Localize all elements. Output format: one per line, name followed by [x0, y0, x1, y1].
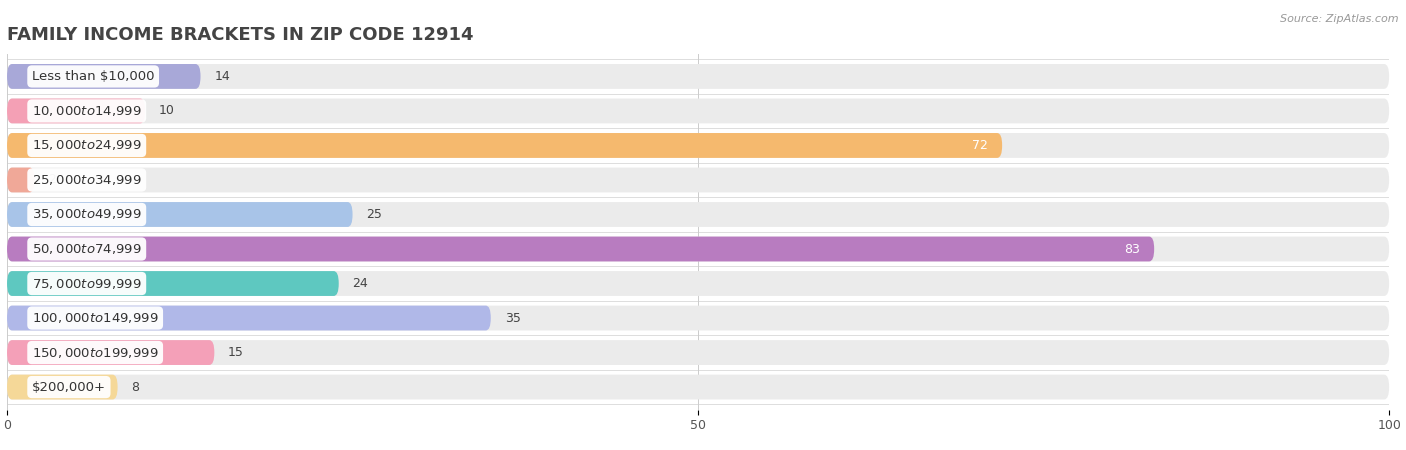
FancyBboxPatch shape: [7, 340, 1389, 365]
Text: $75,000 to $99,999: $75,000 to $99,999: [32, 276, 142, 291]
FancyBboxPatch shape: [7, 202, 353, 227]
FancyBboxPatch shape: [7, 375, 118, 400]
FancyBboxPatch shape: [7, 64, 1389, 89]
FancyBboxPatch shape: [7, 237, 1154, 261]
FancyBboxPatch shape: [7, 99, 145, 123]
FancyBboxPatch shape: [7, 271, 339, 296]
FancyBboxPatch shape: [7, 306, 1389, 330]
Text: 25: 25: [367, 208, 382, 221]
Text: $150,000 to $199,999: $150,000 to $199,999: [32, 346, 159, 360]
FancyBboxPatch shape: [7, 202, 1389, 227]
Text: 8: 8: [131, 381, 139, 394]
Text: 15: 15: [228, 346, 245, 359]
FancyBboxPatch shape: [7, 64, 201, 89]
Text: Less than $10,000: Less than $10,000: [32, 70, 155, 83]
Text: 83: 83: [1125, 243, 1140, 256]
Text: 35: 35: [505, 311, 520, 324]
FancyBboxPatch shape: [7, 167, 35, 193]
FancyBboxPatch shape: [7, 133, 1002, 158]
Text: $15,000 to $24,999: $15,000 to $24,999: [32, 139, 142, 153]
Text: FAMILY INCOME BRACKETS IN ZIP CODE 12914: FAMILY INCOME BRACKETS IN ZIP CODE 12914: [7, 26, 474, 44]
FancyBboxPatch shape: [7, 340, 214, 365]
Text: $100,000 to $149,999: $100,000 to $149,999: [32, 311, 159, 325]
Text: $200,000+: $200,000+: [32, 381, 105, 394]
FancyBboxPatch shape: [7, 133, 1389, 158]
FancyBboxPatch shape: [7, 167, 1389, 193]
Text: 14: 14: [214, 70, 231, 83]
FancyBboxPatch shape: [7, 271, 1389, 296]
FancyBboxPatch shape: [7, 306, 491, 330]
FancyBboxPatch shape: [7, 237, 1389, 261]
Text: $25,000 to $34,999: $25,000 to $34,999: [32, 173, 142, 187]
Text: Source: ZipAtlas.com: Source: ZipAtlas.com: [1281, 14, 1399, 23]
Text: $50,000 to $74,999: $50,000 to $74,999: [32, 242, 142, 256]
Text: $10,000 to $14,999: $10,000 to $14,999: [32, 104, 142, 118]
Text: $35,000 to $49,999: $35,000 to $49,999: [32, 207, 142, 221]
FancyBboxPatch shape: [7, 375, 1389, 400]
Text: 10: 10: [159, 104, 174, 117]
Text: 24: 24: [353, 277, 368, 290]
FancyBboxPatch shape: [7, 99, 1389, 123]
Text: 72: 72: [973, 139, 988, 152]
Text: 2: 2: [48, 174, 56, 186]
